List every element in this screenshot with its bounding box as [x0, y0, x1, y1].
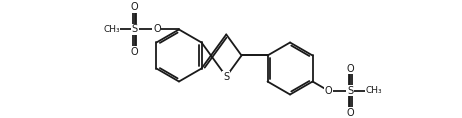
Text: S: S [347, 86, 353, 96]
Text: S: S [223, 72, 229, 82]
Text: S: S [132, 25, 138, 34]
Text: O: O [346, 63, 354, 74]
Text: O: O [324, 86, 332, 96]
Text: O: O [346, 108, 354, 118]
Text: O: O [131, 47, 139, 57]
Text: O: O [153, 25, 161, 34]
Text: O: O [131, 2, 139, 12]
Text: CH₃: CH₃ [365, 86, 382, 95]
Text: CH₃: CH₃ [103, 25, 120, 34]
